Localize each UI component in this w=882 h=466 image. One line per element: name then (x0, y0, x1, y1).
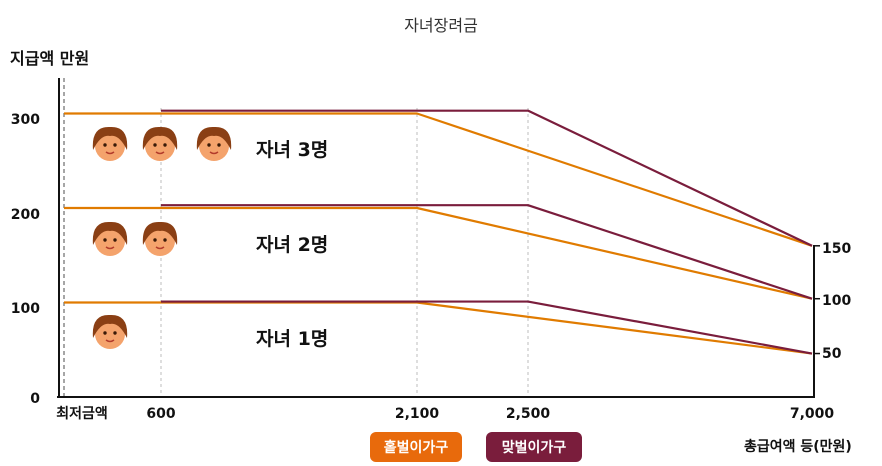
axes (57, 78, 820, 398)
y-tick-100: 100 (11, 301, 40, 317)
y-tick-0: 0 (30, 391, 40, 407)
child-faces (92, 126, 232, 349)
child-face-icon (92, 126, 128, 161)
x-tick-2100: 2,100 (395, 406, 440, 422)
face-eye (113, 143, 117, 147)
x-tick-2500: 2,500 (506, 406, 551, 422)
x-axis-label: 총급여액 등(만원) (744, 439, 852, 455)
face-skin (199, 131, 229, 161)
face-eye (103, 331, 107, 335)
series-line-dual-자녀2명 (161, 204, 813, 300)
group-label-2: 자녀 2명 (256, 234, 328, 256)
face-eye (153, 238, 157, 242)
face-eye (103, 238, 107, 242)
child-face-icon (142, 221, 178, 256)
face-eye (153, 143, 157, 147)
face-skin (145, 226, 175, 256)
face-eye (103, 143, 107, 147)
face-hair (142, 126, 178, 150)
face-eye (207, 143, 211, 147)
face-skin (95, 226, 125, 256)
face-mouth (105, 246, 115, 250)
right-tick-100: 100 (822, 293, 851, 309)
child-face-icon (196, 126, 232, 161)
right-tick-150: 150 (822, 241, 851, 257)
face-hair (92, 221, 128, 245)
face-skin (95, 131, 125, 161)
face-skin (145, 131, 175, 161)
series-line-dual-자녀3명 (161, 109, 813, 247)
legend-single-income: 홑벌이가구 (370, 432, 462, 462)
face-eye (163, 238, 167, 242)
series-line-dual-자녀1명 (161, 300, 813, 355)
series-line-single-자녀1명 (64, 301, 813, 355)
group-label-1: 자녀 1명 (256, 328, 328, 350)
x-tick-600: 600 (146, 406, 175, 422)
y-tick-300: 300 (11, 112, 40, 128)
chart: 자녀장려금 지급액 만원 자녀 3명 자녀 2명 자녀 1명 300 200 1… (10, 16, 851, 422)
face-hair (142, 221, 178, 245)
face-mouth (155, 151, 165, 155)
face-mouth (209, 151, 219, 155)
legend-dual-income: 맞벌이가구 (486, 432, 582, 462)
face-eye (113, 238, 117, 242)
series-line-single-자녀2명 (64, 206, 813, 300)
face-hair (92, 314, 128, 338)
y-axis-label: 지급액 만원 (10, 49, 89, 68)
child-face-icon (92, 221, 128, 256)
face-eye (163, 143, 167, 147)
group-label-3: 자녀 3명 (256, 139, 328, 161)
y-tick-200: 200 (11, 207, 40, 223)
chart-title: 자녀장려금 (404, 16, 478, 35)
face-mouth (105, 151, 115, 155)
face-eye (113, 331, 117, 335)
x-tick-min: 최저금액 (56, 405, 108, 422)
face-skin (95, 319, 125, 349)
series-line-single-자녀3명 (64, 112, 813, 247)
right-tick-50: 50 (822, 346, 842, 362)
face-hair (196, 126, 232, 150)
face-hair (92, 126, 128, 150)
child-face-icon (92, 314, 128, 349)
series-lines (64, 109, 813, 355)
face-eye (217, 143, 221, 147)
x-tick-7000: 7,000 (790, 406, 835, 422)
face-mouth (105, 339, 115, 343)
child-face-icon (142, 126, 178, 161)
face-mouth (155, 246, 165, 250)
